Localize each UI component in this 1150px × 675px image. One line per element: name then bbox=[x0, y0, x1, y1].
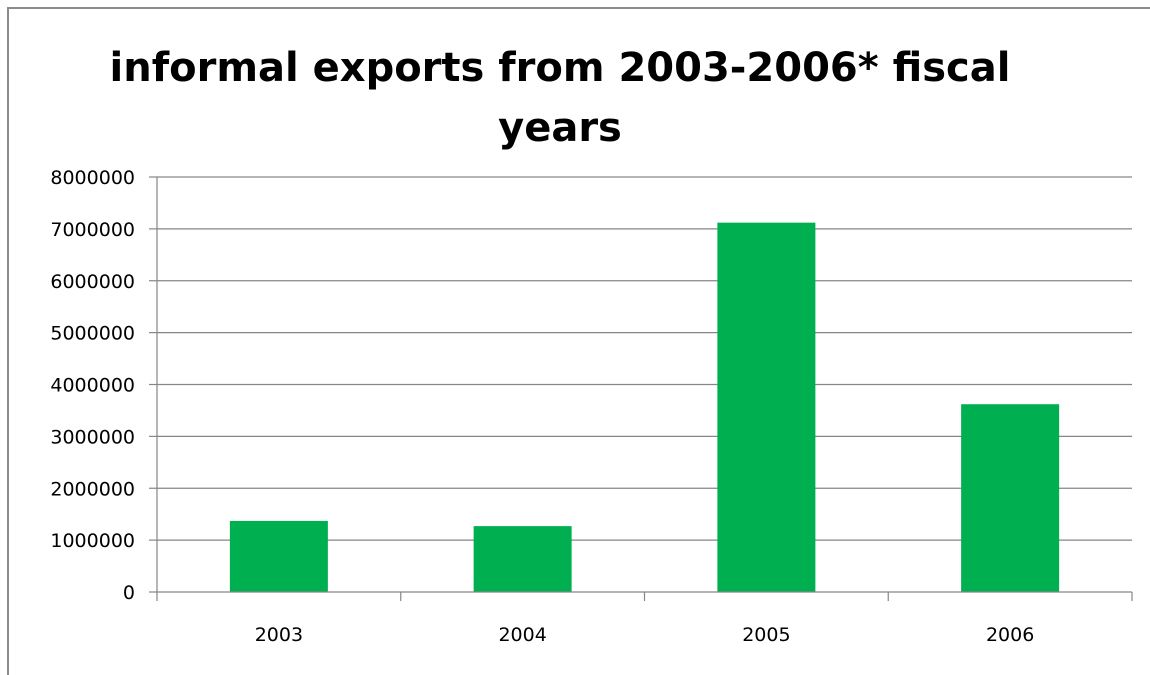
bar-2005 bbox=[717, 222, 816, 592]
y-tick-label: 8000000 bbox=[50, 167, 135, 189]
bar-2006 bbox=[961, 404, 1060, 592]
x-tick-label: 2003 bbox=[255, 624, 303, 646]
y-tick-label: 1000000 bbox=[50, 530, 135, 552]
bar-2004 bbox=[473, 526, 572, 592]
x-tick-label: 2005 bbox=[742, 624, 790, 646]
y-tick-label: 6000000 bbox=[50, 271, 135, 293]
y-tick-label: 7000000 bbox=[50, 219, 135, 241]
x-tick-label: 2004 bbox=[498, 624, 546, 646]
chart-frame bbox=[7, 7, 1150, 675]
axes bbox=[149, 176, 1133, 601]
y-tick-label: 4000000 bbox=[50, 375, 135, 397]
bars bbox=[229, 222, 1060, 592]
y-tick-label: 3000000 bbox=[50, 426, 135, 448]
chart-title: informal exports from 2003-2006* fiscal … bbox=[80, 38, 1040, 158]
y-tick-label: 2000000 bbox=[50, 478, 135, 500]
bar-2003 bbox=[229, 520, 328, 592]
y-tick-label: 0 bbox=[123, 582, 135, 604]
y-tick-label: 5000000 bbox=[50, 323, 135, 345]
chart-title-line-2: years bbox=[498, 105, 622, 151]
x-tick-label: 2006 bbox=[986, 624, 1034, 646]
chart-title-line-1: informal exports from 2003-2006* fiscal bbox=[109, 45, 1011, 91]
y-tick-labels: 0 1000000 2000000 3000000 4000000 5000000 6000… bbox=[50, 167, 135, 604]
x-tick-labels: 2003 2004 2005 2006 bbox=[255, 624, 1035, 646]
